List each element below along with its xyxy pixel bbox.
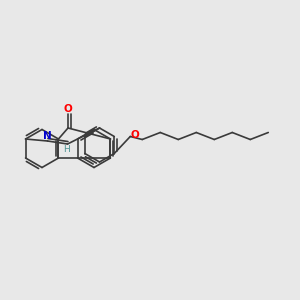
Text: O: O (64, 104, 72, 114)
Text: O: O (131, 130, 140, 140)
Text: N: N (43, 131, 52, 141)
Text: H: H (63, 146, 70, 154)
